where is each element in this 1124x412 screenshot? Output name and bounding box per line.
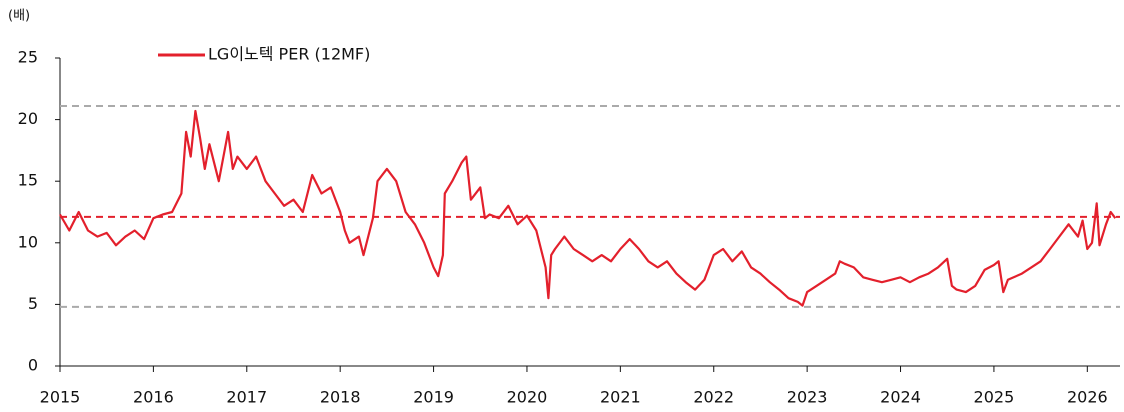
- x-tick-label: 2023: [787, 388, 828, 407]
- legend-label: LG이노텍 PER (12MF): [208, 45, 370, 64]
- x-tick-label: 2019: [413, 388, 454, 407]
- y-tick-label: 0: [28, 356, 38, 375]
- data-line: [59, 109, 1117, 307]
- x-tick-label: 2020: [507, 388, 548, 407]
- y-tick-label: 10: [18, 232, 38, 251]
- x-tick-label: 2017: [226, 388, 267, 407]
- x-tick-label: 2024: [880, 388, 921, 407]
- y-tick-label: 15: [18, 171, 38, 190]
- y-tick-label: 5: [28, 294, 38, 313]
- x-tick-label: 2022: [693, 388, 734, 407]
- x-tick-label: 2025: [974, 388, 1015, 407]
- x-tick-label: 2015: [40, 388, 81, 407]
- x-tick-label: 2016: [133, 388, 174, 407]
- x-tick-label: 2018: [320, 388, 361, 407]
- y-tick-label: 20: [18, 109, 38, 128]
- x-tick-label: 2026: [1067, 388, 1108, 407]
- y-tick-label: 25: [18, 48, 38, 67]
- x-tick-label: 2021: [600, 388, 641, 407]
- y-axis-label: (배): [8, 9, 30, 24]
